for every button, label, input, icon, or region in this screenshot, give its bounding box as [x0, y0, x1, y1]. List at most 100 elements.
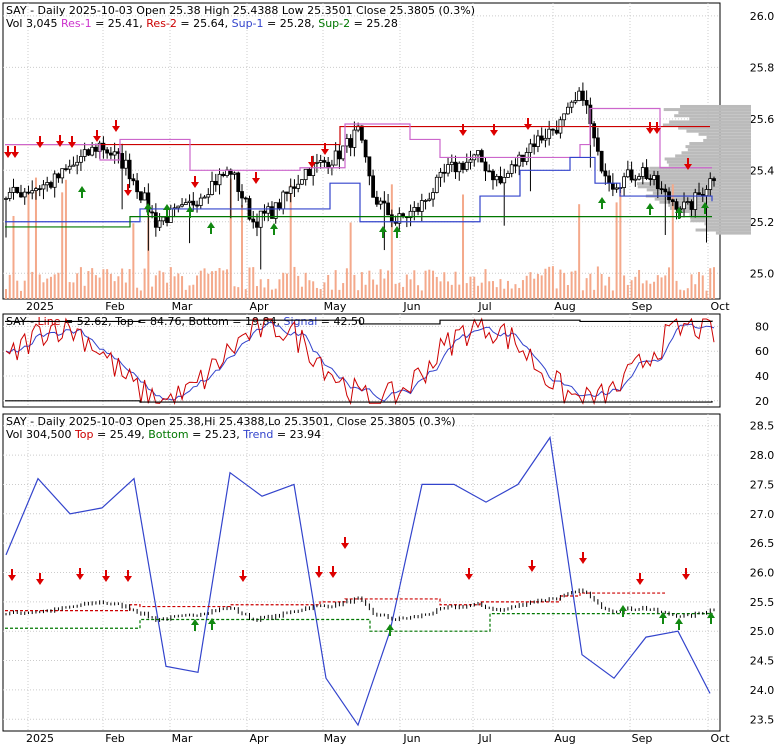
candle-body [446, 164, 450, 174]
candle-body [45, 182, 50, 186]
candle-body [52, 173, 57, 188]
volume-bar [169, 267, 172, 299]
candle-body [453, 161, 458, 173]
x-axis-label: Jun [402, 300, 420, 313]
volume-bar [638, 269, 641, 299]
x-axis-label: Feb [105, 300, 124, 313]
candle-body [34, 188, 38, 192]
volume-bar [510, 288, 513, 299]
sell-arrow [465, 568, 473, 580]
volume-profile-bar [637, 182, 751, 186]
candle-body [202, 196, 207, 199]
volume-bar [668, 267, 671, 299]
volume-bar [68, 282, 71, 299]
x-axis-label: 2025 [26, 732, 54, 745]
volume-profile-bar [678, 126, 751, 130]
candle-body [243, 197, 248, 200]
candle-body [303, 168, 308, 181]
panel3-y-tick-label: 28.0 [750, 449, 775, 462]
panel3-y-tick-label: 27.0 [750, 508, 775, 521]
panel3-y-tick-label: 24.0 [750, 684, 775, 697]
volume-bar [428, 269, 431, 299]
volume-bar [525, 275, 528, 299]
volume-bar [345, 268, 348, 299]
volume-profile-bar [705, 225, 751, 229]
volume-profile-bar [698, 132, 751, 136]
volume-bar [297, 275, 300, 299]
volume-bar [132, 223, 135, 299]
candle-body [281, 191, 286, 210]
volume-bar [518, 287, 521, 299]
candle-body [670, 199, 675, 203]
volume-bar [46, 278, 49, 299]
volume-profile-bar [686, 129, 751, 133]
candle-body [138, 191, 143, 201]
candle-body [344, 138, 349, 147]
volume-bar [353, 274, 356, 299]
panel1-y-tick-label: 25.2 [750, 216, 775, 229]
candle-body [607, 175, 612, 184]
buy-arrow [144, 203, 152, 215]
candle-body [285, 191, 289, 194]
candle-body [513, 164, 518, 167]
panel3-y-tick-label: 25.5 [750, 596, 775, 609]
sell-arrow [102, 570, 110, 582]
candle-body [187, 200, 192, 204]
panel3-y-tick-label: 23.5 [750, 713, 775, 726]
volume-bar [293, 266, 296, 299]
candle-body [543, 137, 548, 141]
volume-bar [499, 279, 502, 299]
volume-profile-bar [659, 200, 751, 204]
volume-bar [372, 279, 375, 299]
volume-bar [570, 271, 573, 299]
volume-bar [312, 281, 315, 299]
candle-body [539, 135, 544, 141]
volume-bar [319, 289, 322, 299]
candle-body [337, 150, 342, 160]
volume-bar [34, 177, 37, 299]
candle-body [198, 197, 203, 206]
sell-arrow [490, 124, 498, 136]
candle-body [633, 178, 638, 181]
volume-bar [608, 276, 611, 299]
volume-profile-bar [650, 179, 751, 183]
candle-body [131, 178, 136, 182]
sell-arrow [653, 122, 661, 134]
volume-bar [435, 276, 438, 299]
candle-body [584, 100, 589, 106]
volume-bar [124, 282, 127, 299]
candle-body [127, 159, 132, 180]
volume-bar [473, 276, 476, 299]
volume-bar [211, 271, 214, 299]
volume-bar [285, 273, 288, 299]
volume-bar [31, 271, 34, 299]
buy-arrow [78, 186, 86, 198]
candle-body [255, 221, 259, 228]
volume-bar [151, 286, 154, 299]
volume-bar [109, 273, 112, 299]
volume-bar [656, 275, 659, 299]
candle-body [386, 202, 390, 216]
candle-body [521, 154, 525, 162]
volume-profile-bar [675, 154, 751, 158]
volume-bar [521, 280, 524, 299]
volume-bar [559, 269, 562, 299]
volume-bar [491, 281, 494, 299]
candle-body [378, 200, 383, 205]
candle-body [554, 129, 559, 134]
volume-bar [94, 275, 97, 299]
volume-bar [566, 285, 569, 299]
volume-bar [548, 266, 551, 299]
volume-bar [462, 194, 465, 299]
candle-body [423, 200, 428, 202]
volume-profile-bar [704, 222, 751, 226]
volume-profile-bar [675, 209, 751, 213]
sell-arrow [93, 130, 101, 142]
volume-bar [263, 287, 266, 299]
candle-body [251, 218, 256, 223]
volume-bar [83, 285, 86, 299]
x-axis-label: Apr [249, 732, 269, 745]
candle-body [468, 159, 473, 163]
volume-bar [402, 286, 405, 299]
